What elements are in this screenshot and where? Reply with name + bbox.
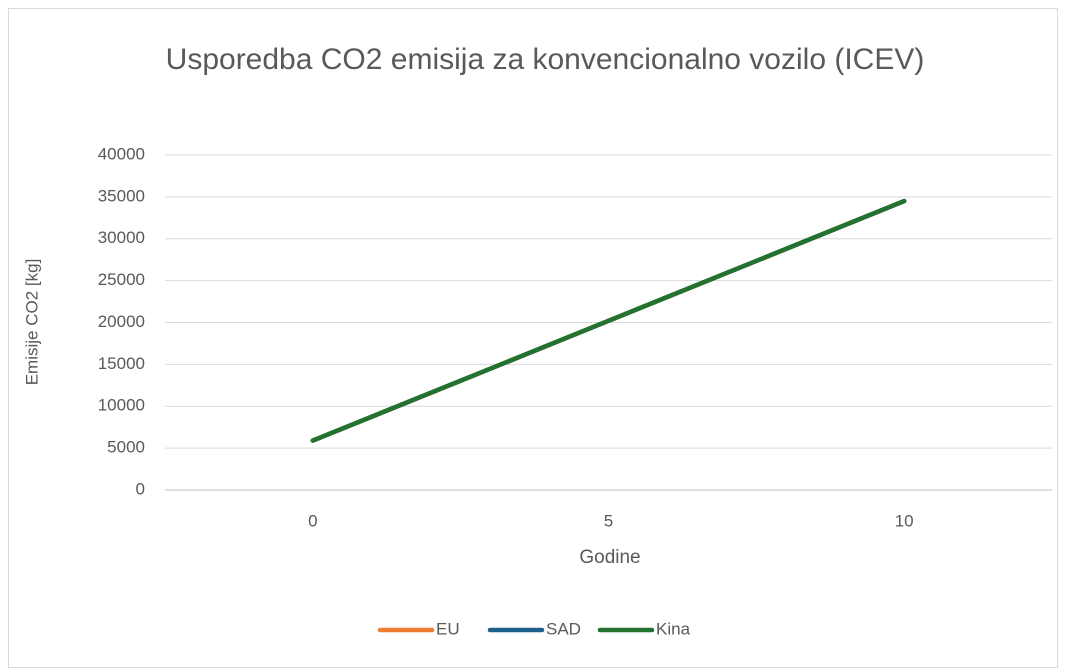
- x-axis-title: Godine: [579, 547, 640, 568]
- y-tick-label: 0: [136, 479, 145, 498]
- y-tick-label: 35000: [98, 186, 145, 205]
- y-tick-label: 20000: [98, 312, 145, 331]
- x-tick-label: 0: [308, 511, 317, 530]
- x-tick-label: 10: [895, 511, 914, 530]
- series-line: [310, 198, 907, 443]
- y-axis-title: Emisije CO2 [kg]: [22, 259, 41, 386]
- y-tick-label: 5000: [107, 438, 145, 457]
- legend-label: SAD: [546, 619, 581, 638]
- legend-label: EU: [436, 619, 460, 638]
- x-tick-label: 5: [604, 511, 613, 530]
- chart-title: Usporedba CO2 emisija za konvencionalno …: [165, 43, 925, 76]
- y-tick-label: 10000: [98, 396, 145, 415]
- y-tick-label: 25000: [98, 270, 145, 289]
- y-tick-label: 15000: [98, 354, 145, 373]
- legend-label: Kina: [656, 619, 691, 638]
- y-tick-label: 40000: [98, 144, 145, 163]
- y-tick-label: 30000: [98, 228, 145, 247]
